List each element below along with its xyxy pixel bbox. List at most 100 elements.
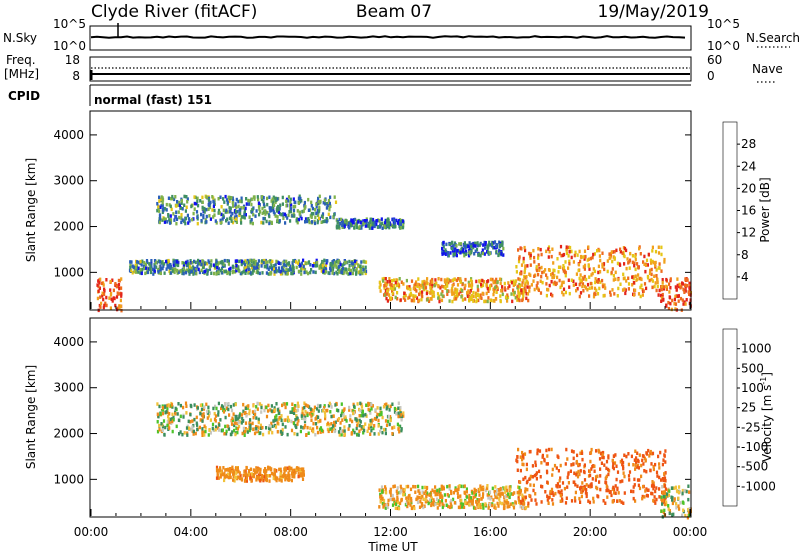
data-cell: [129, 265, 132, 270]
data-cell: [440, 494, 443, 498]
data-cell: [421, 494, 424, 499]
data-cell: [315, 202, 318, 206]
data-cell: [288, 261, 291, 265]
data-cell: [310, 220, 314, 224]
data-cell: [501, 491, 504, 496]
data-cell: [380, 217, 383, 221]
data-cell: [196, 423, 199, 427]
data-cell: [169, 218, 173, 222]
data-cell: [248, 215, 251, 219]
data-cell: [157, 414, 160, 419]
data-cell: [224, 424, 227, 429]
data-cell: [234, 261, 238, 266]
data-cell: [152, 267, 155, 272]
data-cell: [431, 277, 434, 282]
data-cell: [574, 483, 577, 487]
data-cell: [614, 270, 617, 275]
data-cell: [473, 490, 476, 494]
data-cell: [588, 286, 591, 290]
data-cell: [557, 489, 560, 494]
data-cell: [671, 496, 674, 500]
data-cell: [132, 265, 135, 269]
data-cell: [651, 249, 654, 253]
data-cell: [239, 199, 242, 203]
data-cell: [642, 462, 645, 466]
data-cell: [304, 415, 307, 420]
x-tick-label: 04:00: [174, 525, 209, 539]
data-cell: [272, 267, 275, 271]
data-cell: [169, 221, 172, 225]
data-cell: [545, 448, 548, 453]
data-cell: [479, 293, 482, 297]
data-cell: [323, 406, 326, 410]
data-cell: [373, 416, 377, 421]
data-cell: [293, 421, 296, 426]
data-cell: [280, 418, 283, 423]
data-cell: [292, 197, 295, 201]
data-cell: [98, 286, 101, 290]
data-cell: [276, 215, 279, 219]
data-cell: [521, 450, 524, 455]
data-cell: [228, 199, 231, 203]
data-cell: [335, 264, 338, 268]
data-cell: [683, 300, 686, 304]
data-cell: [329, 215, 332, 220]
data-cell: [185, 205, 188, 209]
data-cell: [576, 484, 579, 488]
data-cell: [199, 199, 202, 203]
data-cell: [244, 206, 247, 211]
data-cell: [518, 282, 521, 287]
data-cell: [247, 198, 250, 203]
data-cell: [270, 467, 273, 471]
data-cell: [319, 200, 322, 205]
data-cell: [402, 414, 405, 418]
data-cell: [345, 271, 348, 275]
data-cell: [565, 245, 568, 249]
data-cell: [399, 220, 402, 224]
data-cell: [474, 249, 477, 253]
data-cell: [171, 194, 174, 199]
data-cell: [255, 475, 259, 479]
data-cell: [272, 472, 275, 476]
data-cell: [156, 202, 159, 206]
data-cell: [279, 430, 282, 434]
data-cell: [631, 275, 634, 279]
data-cell: [257, 467, 260, 472]
data-cell: [208, 265, 211, 269]
beam-title: Beam 07: [356, 2, 432, 22]
data-cell: [393, 278, 396, 282]
data-cell: [258, 402, 262, 406]
data-cell: [425, 280, 428, 285]
data-cell: [325, 217, 328, 221]
data-cell: [532, 248, 535, 253]
data-cell: [637, 273, 640, 277]
data-cell: [234, 402, 237, 407]
velocity-colorbar-label: Velocity [m s-1]: [759, 372, 774, 462]
data-cell: [386, 287, 389, 291]
data-cell: [489, 243, 492, 247]
data-cell: [621, 479, 624, 483]
data-cell: [628, 478, 631, 482]
colorbar-tick-label: -100: [741, 440, 768, 454]
data-cell: [315, 205, 318, 209]
data-cell: [572, 279, 575, 283]
data-cell: [157, 206, 160, 211]
data-cell: [598, 286, 601, 291]
data-cell: [552, 261, 555, 265]
data-cell: [588, 267, 591, 271]
data-cell: [342, 429, 345, 433]
data-cell: [585, 494, 588, 499]
data-cell: [228, 206, 231, 210]
data-cell: [574, 499, 577, 503]
data-cell: [289, 197, 292, 202]
data-cell: [596, 292, 600, 296]
data-cell: [336, 267, 339, 271]
data-cell: [359, 408, 362, 413]
data-cell: [524, 487, 527, 491]
data-cell: [564, 290, 567, 295]
data-cell: [207, 198, 210, 202]
data-cell: [461, 502, 465, 507]
data-cell: [488, 251, 491, 256]
data-cell: [276, 218, 279, 223]
data-cell: [120, 277, 123, 281]
